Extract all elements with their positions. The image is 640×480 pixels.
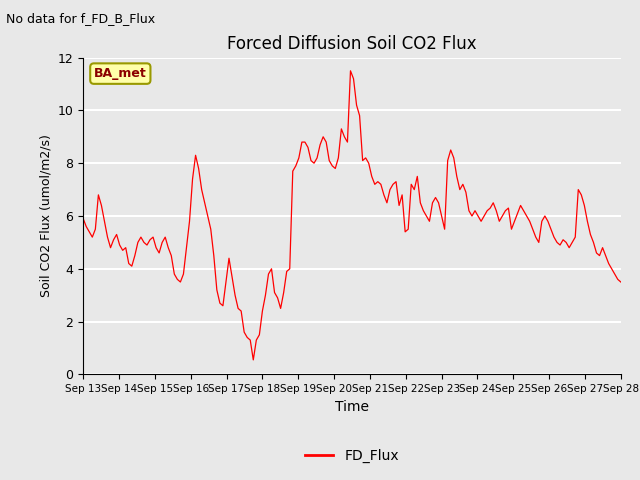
Legend: FD_Flux: FD_Flux <box>300 443 404 468</box>
Y-axis label: Soil CO2 Flux (umol/m2/s): Soil CO2 Flux (umol/m2/s) <box>39 134 52 298</box>
Text: No data for f_FD_B_Flux: No data for f_FD_B_Flux <box>6 12 156 25</box>
Title: Forced Diffusion Soil CO2 Flux: Forced Diffusion Soil CO2 Flux <box>227 35 477 53</box>
Text: BA_met: BA_met <box>94 67 147 80</box>
X-axis label: Time: Time <box>335 400 369 414</box>
